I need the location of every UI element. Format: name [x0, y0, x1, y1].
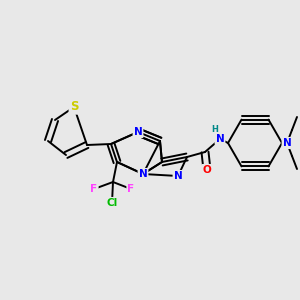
Text: Cl: Cl [106, 198, 118, 208]
Text: S: S [70, 100, 78, 113]
Text: N: N [139, 169, 147, 179]
Text: N: N [174, 171, 182, 181]
Text: H: H [212, 124, 218, 134]
Text: O: O [202, 165, 211, 175]
Text: N: N [216, 134, 224, 144]
Text: N: N [283, 138, 291, 148]
Text: F: F [128, 184, 135, 194]
Text: F: F [90, 184, 98, 194]
Text: N: N [134, 127, 142, 137]
